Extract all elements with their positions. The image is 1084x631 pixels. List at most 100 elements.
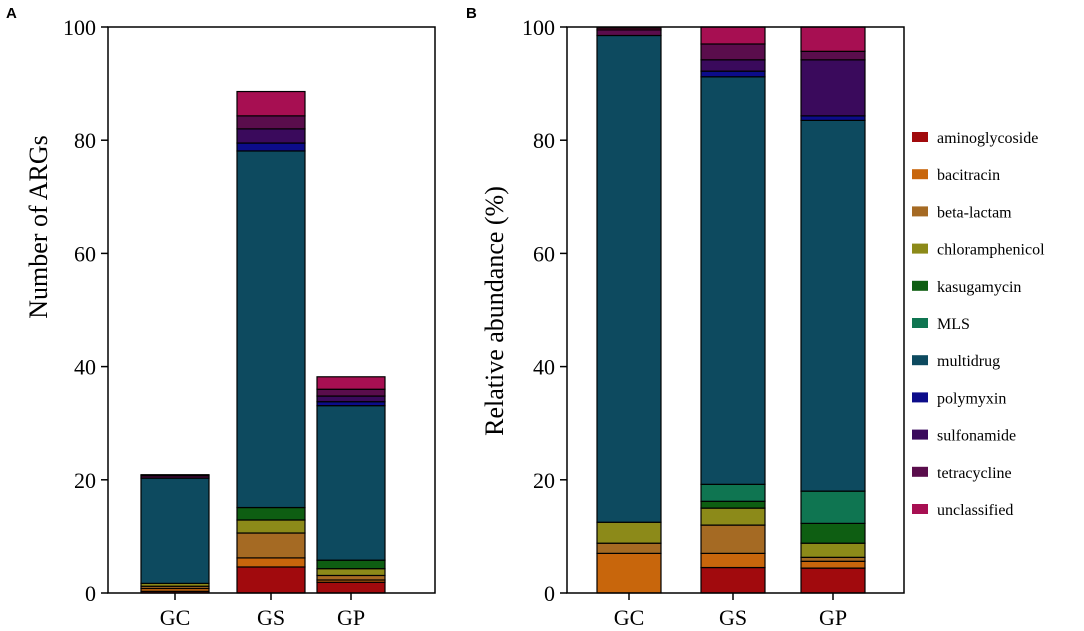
panel-b-label: B (466, 5, 477, 22)
panel-a-y-tick-label: 100 (63, 15, 96, 40)
panel-b-bar-gs-chloramphenicol (700, 507, 766, 526)
panel-a-bar-gs-chloramphenicol (236, 519, 306, 534)
panel-b-bar-gs-kasugamycin (700, 500, 766, 509)
legend-item-unclassified: unclassified (912, 502, 1013, 519)
panel-a-y-ticks: 0 20 40 60 80 100 (63, 15, 108, 606)
panel-b: B Relative abundance (%) 0 20 40 60 80 100 GC… (466, 5, 905, 630)
panel-b-bar-gp-sulfonamide (800, 59, 866, 117)
panel-a-bar-gs-bacitracin (236, 557, 306, 568)
panel-b-y-tick-label: 80 (533, 128, 555, 153)
panel-b-bar-gs-unclassified (700, 26, 766, 45)
panel-a-bar-gs-sulfonamide (236, 128, 306, 144)
panel-a-y-tick-label: 0 (85, 581, 96, 606)
legend-item-tetracycline: tetracycline (912, 465, 1012, 482)
panel-b-bar-gp-multidrug (800, 119, 866, 492)
panel-a-x-ticks: GC GS GP (160, 593, 365, 630)
legend-label-sulfonamide: sulfonamide (937, 428, 1016, 445)
legend-item-polymyxin: polymyxin (912, 390, 1006, 407)
panel-a-bar-gs-aminoglycoside (236, 566, 306, 594)
panel-a-bar-gp-tetracycline (316, 388, 386, 397)
panel-b-bar-gc-multidrug (596, 34, 662, 523)
panel-a-bar-gp-beta-lactam (316, 574, 386, 581)
legend-item-mls: MLS (912, 316, 970, 333)
panel-b-bar-gp-chloramphenicol (800, 542, 866, 558)
panel-b-bar-gc-bacitracin (596, 552, 662, 594)
legend-swatch-multidrug (912, 355, 928, 366)
panel-b-bar-gp-bacitracin (800, 560, 866, 569)
panel-b-bars (596, 26, 866, 594)
panel-a-y-tick-label: 20 (74, 468, 96, 493)
panel-a: A Number of ARGs 0 20 40 60 80 100 GC GS GP (6, 5, 436, 630)
legend-item-bacitracin: bacitracin (912, 167, 1000, 184)
panel-b-bar-gs-aminoglycoside (700, 566, 766, 594)
panel-b-bar-gs-tetracycline (700, 43, 766, 61)
panel-b-bar-gs-sulfonamide (700, 59, 766, 72)
legend-label-multidrug: multidrug (937, 353, 1000, 370)
panel-b-bar-gp-tetracycline (800, 50, 866, 61)
panel-b-bar-gp-polymyxin (800, 115, 866, 121)
legend-label-mls: MLS (937, 316, 970, 333)
panel-b-y-ticks: 0 20 40 60 80 100 (522, 15, 567, 606)
panel-a-bars (140, 90, 386, 594)
panel-b-y-tick-label: 20 (533, 468, 555, 493)
legend-swatch-beta-lactam (912, 206, 928, 217)
legend-swatch-polymyxin (912, 392, 928, 403)
panel-a-bar-gc-unclassified (140, 474, 210, 477)
legend-item-beta-lactam: beta-lactam (912, 204, 1012, 221)
panel-b-plot-frame (566, 26, 905, 594)
legend-swatch-unclassified (912, 504, 928, 514)
panel-a-bar-gs-polymyxin (236, 142, 306, 152)
legend: aminoglycoside bacitracin beta-lactam chlor… (912, 130, 1045, 519)
panel-a-y-tick-label: 40 (74, 355, 96, 380)
panel-a-y-tick-label: 80 (74, 128, 96, 153)
panel-b-bar-gp-mls (800, 490, 866, 524)
legend-label-aminoglycoside: aminoglycoside (937, 130, 1038, 147)
legend-item-multidrug: multidrug (912, 353, 1000, 370)
panel-a-bar-gc-multidrug (140, 477, 210, 584)
panel-b-bar-gs-multidrug (700, 76, 766, 485)
legend-label-beta-lactam: beta-lactam (937, 204, 1012, 221)
panel-b-x-ticks: GC GS GP (614, 593, 847, 630)
legend-label-kasugamycin: kasugamycin (937, 279, 1021, 296)
panel-a-bar-gs-tetracycline (236, 115, 306, 130)
panel-a-bar-gs-kasugamycin (236, 506, 306, 521)
legend-label-polymyxin: polymyxin (937, 390, 1006, 407)
panel-a-bar-gp-multidrug (316, 405, 386, 561)
panel-a-bar-gp-chloramphenicol (316, 568, 386, 577)
panel-b-bar-gc-unclassified (596, 27, 662, 31)
panel-b-x-tick-label-gs: GS (719, 605, 747, 630)
panel-b-y-tick-label: 100 (522, 15, 555, 40)
panel-b-x-tick-label-gp: GP (819, 605, 847, 630)
panel-b-bar-gs-bacitracin (700, 552, 766, 569)
panel-b-bar-gs-beta-lactam (700, 524, 766, 554)
panel-a-y-axis-label: Number of ARGs (24, 135, 53, 318)
panel-a-label: A (6, 5, 17, 22)
panel-b-y-tick-label: 60 (533, 241, 555, 266)
panel-b-y-axis-label: Relative abundance (%) (480, 186, 509, 436)
panel-b-bar-gc-tetracycline (596, 29, 662, 37)
legend-item-kasugamycin: kasugamycin (912, 279, 1021, 296)
panel-a-x-tick-label-gs: GS (257, 605, 285, 630)
panel-b-bar-gp-aminoglycoside (800, 567, 866, 594)
legend-swatch-chloramphenicol (912, 243, 928, 254)
panel-a-bar-gp-kasugamycin (316, 559, 386, 570)
panel-b-bar-gs-polymyxin (700, 70, 766, 78)
panel-b-bar-gs-mls (700, 483, 766, 502)
legend-swatch-kasugamycin (912, 280, 928, 291)
panel-b-y-tick-label: 40 (533, 355, 555, 380)
legend-label-bacitracin: bacitracin (937, 167, 1000, 184)
panel-a-bar-gs-beta-lactam (236, 532, 306, 559)
panel-a-bar-gp-aminoglycoside (316, 581, 386, 594)
panel-b-y-tick-label: 0 (544, 581, 555, 606)
panel-b-bar-gp-unclassified (800, 26, 866, 52)
legend-swatch-aminoglycoside (912, 132, 928, 142)
panel-a-x-tick-label-gp: GP (337, 605, 365, 630)
panel-b-bar-gp-kasugamycin (800, 522, 866, 544)
legend-item-aminoglycoside: aminoglycoside (912, 130, 1038, 147)
legend-swatch-tetracycline (912, 466, 928, 477)
panel-a-bar-gp-sulfonamide (316, 395, 386, 403)
legend-swatch-sulfonamide (912, 429, 928, 440)
legend-label-chloramphenicol: chloramphenicol (937, 242, 1045, 259)
panel-a-bar-gs-unclassified (236, 90, 306, 117)
